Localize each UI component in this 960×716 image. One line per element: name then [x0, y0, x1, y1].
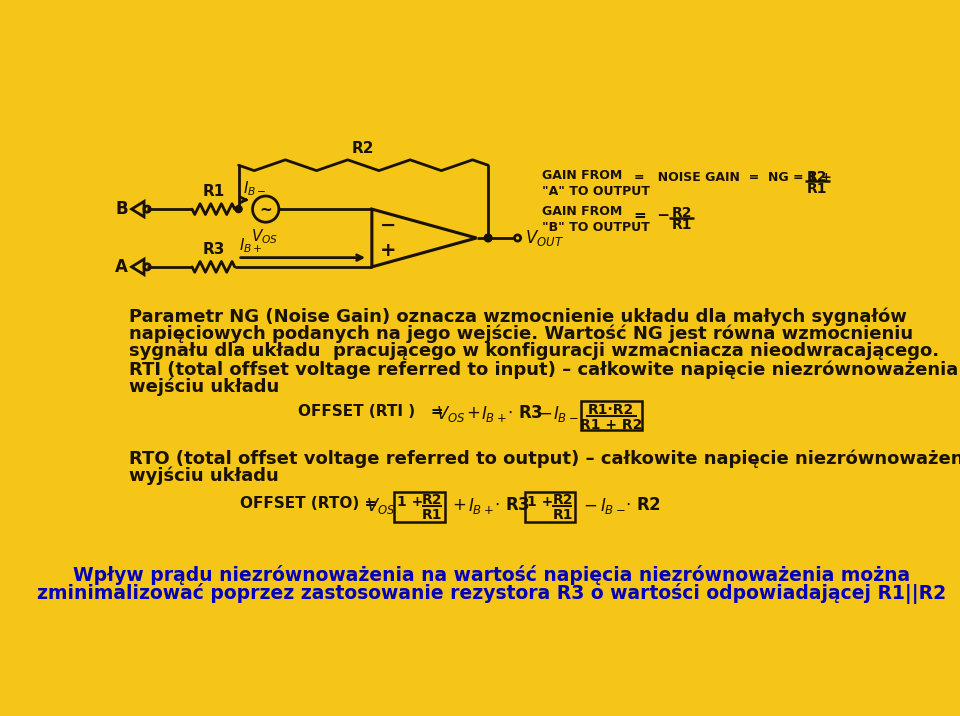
Text: 1 +: 1 + — [396, 495, 423, 509]
Text: napięciowych podanych na jego wejście. Wartość NG jest równa wzmocnieniu: napięciowych podanych na jego wejście. W… — [130, 324, 913, 343]
Text: $I_{B+}$: $I_{B+}$ — [239, 236, 263, 256]
Text: $\cdot$ R3: $\cdot$ R3 — [493, 495, 530, 513]
Text: R1: R1 — [672, 218, 692, 233]
Text: $V_{OS}$: $V_{OS}$ — [367, 495, 396, 516]
Text: OFFSET (RTO) =: OFFSET (RTO) = — [240, 495, 377, 511]
Text: $I_{B+}$: $I_{B+}$ — [481, 404, 507, 424]
Text: zminimalizować poprzez zastosowanie rezystora R3 o wartości odpowiadającej R1||R: zminimalizować poprzez zastosowanie rezy… — [37, 584, 947, 604]
Text: $I_{B-}$: $I_{B-}$ — [553, 404, 579, 424]
Text: Wpływ prądu niezrównoważenia na wartość napięcia niezrównoważenia można: Wpływ prądu niezrównoważenia na wartość … — [73, 565, 911, 585]
Text: A: A — [115, 258, 128, 276]
Text: R1: R1 — [422, 508, 443, 522]
Text: RTI (total offset voltage referred to input) – całkowite napięcie niezrównoważen: RTI (total offset voltage referred to in… — [130, 361, 960, 379]
Text: =  −: = − — [634, 208, 670, 223]
Text: GAIN FROM
"B" TO OUTPUT: GAIN FROM "B" TO OUTPUT — [542, 205, 650, 234]
Bar — [395, 493, 444, 522]
Text: $\cdot$ R2: $\cdot$ R2 — [625, 495, 661, 513]
Text: $\cdot$ R3: $\cdot$ R3 — [507, 404, 542, 422]
Text: $+$: $+$ — [466, 404, 480, 422]
Text: OFFSET (RTI )   =: OFFSET (RTI ) = — [299, 404, 444, 419]
Text: R2: R2 — [422, 493, 443, 507]
Text: $+$: $+$ — [452, 495, 467, 513]
Text: $V_{OUT}$: $V_{OUT}$ — [524, 228, 564, 248]
Bar — [581, 401, 641, 430]
Text: ~: ~ — [259, 203, 272, 218]
Text: R1: R1 — [552, 508, 573, 522]
Text: R2: R2 — [672, 206, 692, 220]
Text: R3: R3 — [203, 242, 225, 257]
Text: RTO (total offset voltage referred to output) – całkowite napięcie niezrównoważe: RTO (total offset voltage referred to ou… — [130, 450, 960, 468]
Text: $I_{B+}$: $I_{B+}$ — [468, 495, 493, 516]
Text: −: − — [379, 216, 396, 235]
Text: R1·R2: R1·R2 — [588, 403, 635, 417]
Text: sygnału dla układu  pracującego w konfiguracji wzmacniacza nieodwracającego.: sygnału dla układu pracującego w konfigu… — [130, 342, 940, 359]
Text: Parametr NG (Noise Gain) oznacza wzmocnienie układu dla małych sygnałów: Parametr NG (Noise Gain) oznacza wzmocni… — [130, 308, 907, 326]
Text: wejściu układu: wejściu układu — [130, 378, 279, 396]
Text: $V_{OS}$: $V_{OS}$ — [436, 404, 466, 424]
Text: R2: R2 — [352, 141, 374, 156]
Text: $-$: $-$ — [583, 495, 597, 513]
Text: R2: R2 — [552, 493, 573, 507]
Text: B: B — [115, 200, 128, 218]
Text: $V_{OS}$: $V_{OS}$ — [251, 227, 277, 246]
Text: =   NOISE GAIN  =  NG = 1 +: = NOISE GAIN = NG = 1 + — [634, 171, 831, 185]
Bar — [524, 493, 575, 522]
Text: +: + — [379, 241, 396, 260]
Text: wyjściu układu: wyjściu układu — [130, 466, 279, 485]
Text: $I_{B-}$: $I_{B-}$ — [600, 495, 625, 516]
Text: R2: R2 — [807, 170, 828, 184]
Text: GAIN FROM
"A" TO OUTPUT: GAIN FROM "A" TO OUTPUT — [542, 169, 650, 198]
Text: R1: R1 — [203, 184, 225, 199]
Circle shape — [235, 205, 242, 213]
Text: $-$: $-$ — [538, 404, 552, 422]
Text: 1 +: 1 + — [527, 495, 553, 509]
Text: R1 + R2: R1 + R2 — [580, 418, 642, 432]
Text: R1: R1 — [807, 182, 828, 196]
Circle shape — [484, 234, 492, 242]
Text: $I_{B-}$: $I_{B-}$ — [243, 179, 267, 198]
